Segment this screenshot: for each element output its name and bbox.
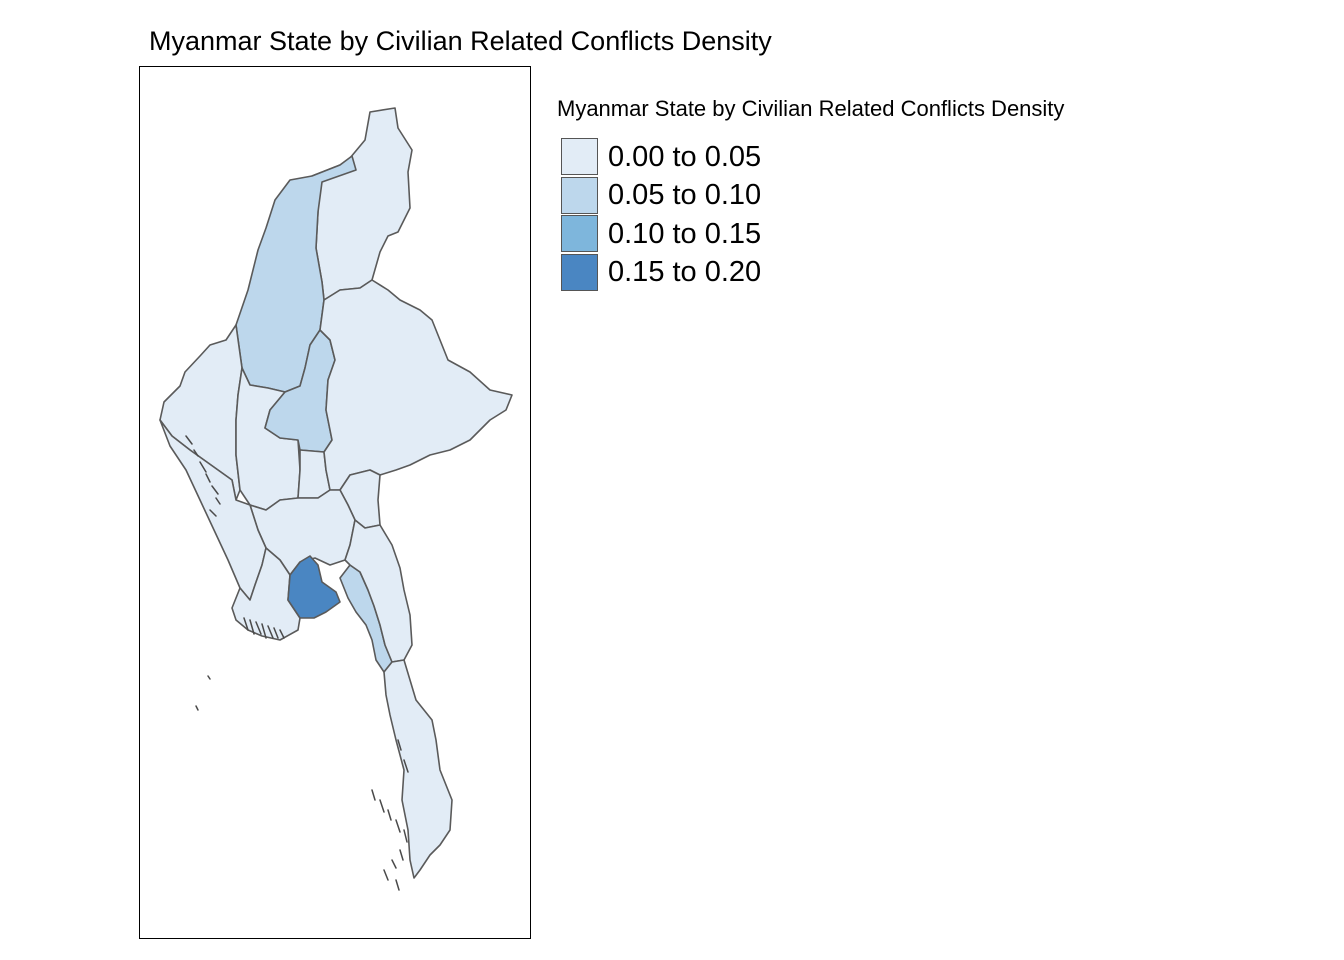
map-title: Myanmar State by Civilian Related Confli… xyxy=(149,26,772,56)
region-tanintharyi xyxy=(383,659,453,879)
legend-item: 0.10 to 0.15 xyxy=(561,215,1064,254)
map-frame xyxy=(139,66,531,939)
state-regions xyxy=(159,107,513,879)
region-shan xyxy=(319,279,513,491)
legend-swatch xyxy=(561,176,598,214)
legend: Myanmar State by Civilian Related Confli… xyxy=(557,96,1064,292)
region-ayeyarwady xyxy=(231,547,301,641)
legend-swatch xyxy=(561,215,598,253)
legend-title: Myanmar State by Civilian Related Confli… xyxy=(557,96,1065,121)
legend-swatch xyxy=(561,138,598,176)
legend-item: 0.05 to 0.10 xyxy=(561,176,1064,216)
legend-items: 0.00 to 0.05 0.05 to 0.10 0.10 to 0.15 0… xyxy=(561,138,1064,292)
legend-swatch xyxy=(561,253,598,291)
legend-label: 0.00 to 0.05 xyxy=(608,140,762,173)
legend-item: 0.00 to 0.05 xyxy=(561,138,1064,177)
region-kayin xyxy=(344,519,413,663)
region-yangon xyxy=(287,555,341,619)
region-kachin xyxy=(311,107,413,301)
legend-label: 0.05 to 0.10 xyxy=(608,179,762,212)
legend-label: 0.15 to 0.20 xyxy=(608,256,762,289)
legend-item: 0.15 to 0.20 xyxy=(561,253,1064,293)
legend-label: 0.10 to 0.15 xyxy=(608,217,762,250)
coastal-islands xyxy=(185,435,409,891)
